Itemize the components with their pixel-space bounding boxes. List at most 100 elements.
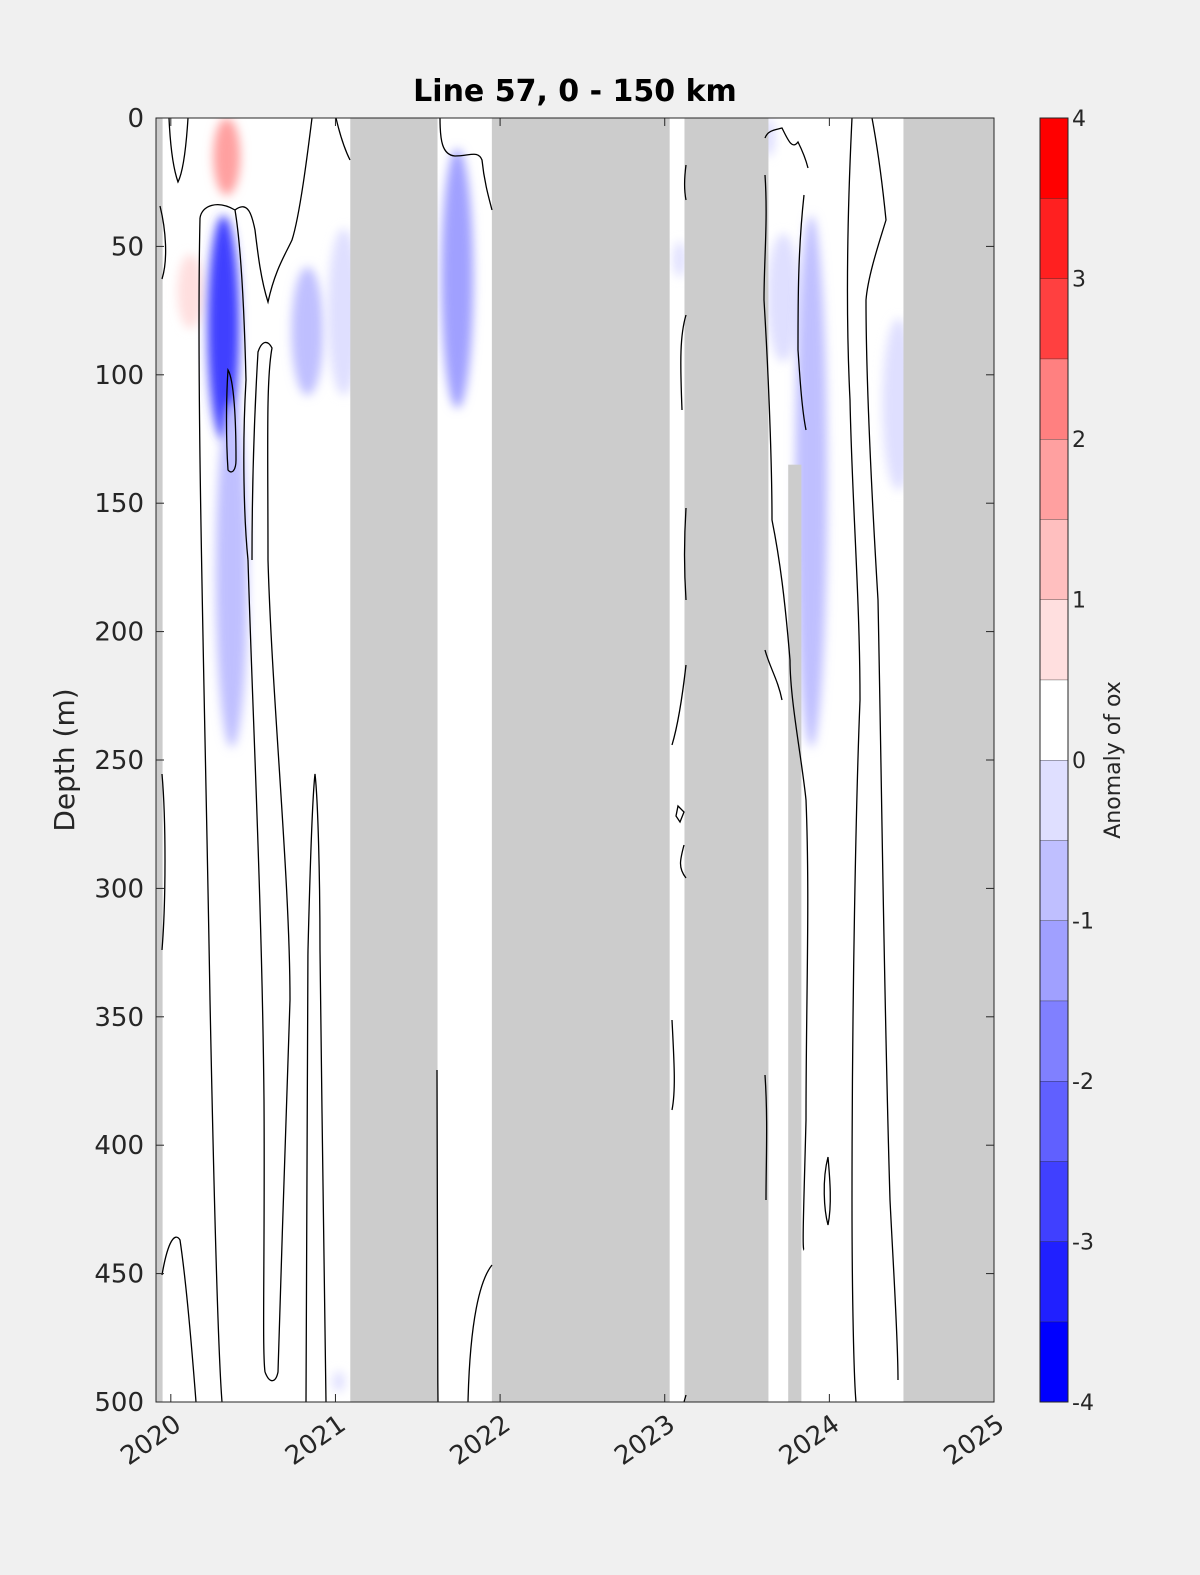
contour-line [671, 664, 687, 746]
colorbar-band [1040, 599, 1068, 680]
contour-line [865, 118, 899, 1381]
colorbar-band [1040, 760, 1068, 841]
contour-line [797, 194, 807, 431]
contour-line [679, 844, 687, 879]
y-tick-label: 500 [94, 1388, 144, 1418]
contour-line [671, 1019, 675, 1111]
contour-line [439, 118, 493, 211]
colorbar-band [1040, 1000, 1068, 1081]
y-tick-label: 50 [111, 232, 144, 262]
contour-line [243, 379, 249, 561]
contour-line [436, 1069, 439, 1402]
anomaly-patch [266, 118, 279, 134]
y-tick-label: 450 [94, 1260, 144, 1290]
colorbar-band [1040, 679, 1068, 760]
anomaly-patch [767, 233, 800, 362]
anomaly-patch [177, 254, 204, 329]
contour-line [161, 773, 166, 951]
contour-line [680, 314, 687, 411]
chart-title: Line 57, 0 - 150 km [413, 74, 737, 109]
colorbar-band [1040, 118, 1068, 199]
contour-line [247, 559, 266, 1373]
colorbar-band [1040, 278, 1068, 359]
contour-line [161, 1236, 197, 1402]
no-data-region [684, 118, 769, 1402]
zero-contour-lines [159, 118, 899, 1402]
contour-line [764, 649, 783, 701]
anomaly-patch [215, 400, 248, 748]
colorbar-band [1040, 1241, 1068, 1322]
anomaly-patch [291, 266, 324, 396]
anomaly-patch [332, 1371, 345, 1392]
colorbar-band [1040, 920, 1068, 1001]
plot-area: 0 50 100 150 200 250 300 350 400 450 500 2020 2021 2… [94, 104, 1010, 1472]
contour-line [764, 1074, 768, 1201]
x-tick-label: 2023 [609, 1409, 680, 1472]
contour-line [168, 118, 189, 184]
contour-line [763, 174, 809, 1251]
contour-line [159, 205, 167, 280]
y-tick-label: 100 [94, 361, 144, 391]
colorbar-tick-label: 3 [1072, 268, 1086, 293]
contour-line [225, 367, 237, 473]
contour-line [198, 217, 223, 1402]
no-data-region [903, 118, 994, 1402]
colorbar: 4 3 2 1 0 -1 -2 -3 -4 Anomaly of ox [1039, 107, 1126, 1416]
no-data-region [491, 118, 670, 1402]
colorbar-bands [1040, 117, 1068, 1402]
no-data-region [350, 118, 438, 1402]
y-tick-label: 350 [94, 1003, 144, 1033]
y-axis: 0 50 100 150 200 250 300 350 400 450 500 [94, 104, 994, 1418]
contour-line [683, 507, 687, 601]
anomaly-patch [795, 215, 828, 748]
colorbar-tick-label: -2 [1072, 1070, 1094, 1095]
contour-line [846, 118, 861, 1402]
contour-line [467, 1264, 493, 1402]
contour-line [675, 804, 685, 824]
y-tick-label: 0 [127, 104, 144, 134]
anomaly-patch [213, 118, 241, 196]
colorbar-tick-label: -3 [1072, 1231, 1094, 1256]
y-tick-label: 400 [94, 1131, 144, 1161]
colorbar-tick-label: 0 [1072, 749, 1086, 774]
contour-line [683, 1394, 687, 1402]
colorbar-band [1040, 198, 1068, 279]
colorbar-band [1040, 439, 1068, 520]
contour-line [823, 1156, 831, 1226]
colorbar-band [1040, 840, 1068, 921]
no-data-region [788, 464, 802, 1402]
colorbar-tick-label: 1 [1072, 589, 1086, 614]
x-tick-label: 2025 [939, 1409, 1010, 1472]
colorbar-band [1040, 1321, 1068, 1402]
colorbar-tick-label: -1 [1072, 910, 1094, 935]
x-tick-label: 2021 [280, 1409, 351, 1472]
contour-line [251, 341, 291, 1382]
colorbar-tick-label: -4 [1072, 1391, 1094, 1416]
contour-line [199, 118, 313, 305]
contour-line [335, 118, 351, 161]
colorbar-band [1040, 1081, 1068, 1162]
y-tick-label: 200 [94, 618, 144, 648]
colorbar-label: Anomaly of ox [1101, 681, 1126, 839]
y-tick-label: 300 [94, 874, 144, 904]
no-data-regions [156, 118, 994, 1402]
colorbar-band [1040, 1161, 1068, 1242]
colorbar-tick-label: 2 [1072, 428, 1086, 453]
x-tick-label: 2022 [445, 1409, 516, 1472]
contour-line [764, 127, 809, 169]
contour-line [683, 164, 687, 201]
y-axis-label: Depth (m) [48, 688, 81, 831]
colorbar-ticks: 4 3 2 1 0 -1 -2 -3 -4 [1072, 107, 1094, 1416]
y-tick-label: 250 [94, 746, 144, 776]
x-tick-label: 2024 [774, 1409, 845, 1472]
y-tick-label: 150 [94, 489, 144, 519]
anomaly-patch [441, 148, 474, 409]
colorbar-band [1040, 358, 1068, 439]
x-tick-label: 2020 [115, 1409, 186, 1472]
anomaly-patch [673, 241, 686, 278]
colorbar-band [1040, 519, 1068, 600]
colorbar-frame [1039, 117, 1069, 1403]
contour-line [234, 209, 247, 381]
